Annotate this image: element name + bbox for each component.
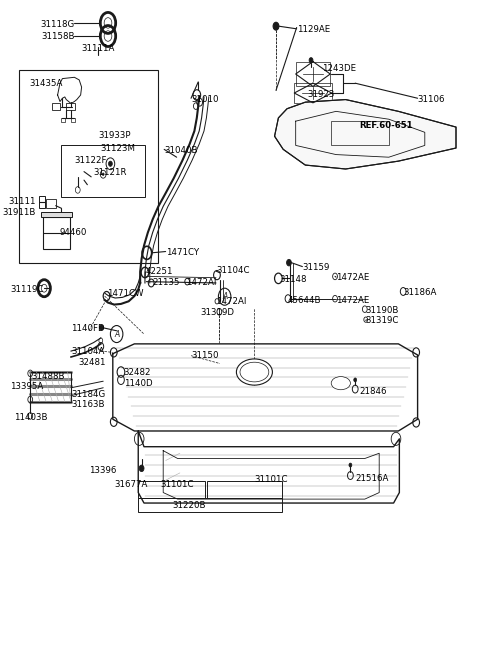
Bar — [66, 103, 75, 110]
Text: A: A — [222, 292, 227, 301]
Bar — [138, 498, 282, 512]
Ellipse shape — [236, 359, 272, 385]
Bar — [331, 121, 389, 145]
Text: 31040B: 31040B — [164, 146, 198, 155]
Ellipse shape — [240, 362, 269, 382]
Bar — [71, 118, 75, 122]
Text: 31101C: 31101C — [161, 480, 194, 489]
Text: 1472AI: 1472AI — [216, 297, 246, 306]
Text: 31118G: 31118G — [40, 20, 74, 29]
Text: 31010: 31010 — [191, 95, 218, 104]
Text: 1140FD: 1140FD — [71, 324, 105, 333]
Text: 32481: 32481 — [78, 358, 106, 367]
Circle shape — [102, 173, 104, 176]
Polygon shape — [138, 431, 399, 503]
Bar — [138, 481, 205, 498]
Text: 45644B: 45644B — [288, 296, 322, 305]
Bar — [61, 118, 65, 122]
Text: 1471CY: 1471CY — [166, 248, 199, 257]
Circle shape — [99, 325, 103, 330]
Text: 31933P: 31933P — [98, 131, 131, 140]
Text: 31319D: 31319D — [201, 308, 235, 317]
Text: 21846: 21846 — [359, 387, 386, 396]
Text: 1140D: 1140D — [124, 379, 153, 388]
Text: 31186A: 31186A — [403, 288, 437, 297]
Circle shape — [273, 22, 279, 30]
Bar — [294, 83, 332, 103]
Text: 1472AI: 1472AI — [186, 278, 216, 287]
Text: 31158B: 31158B — [41, 31, 74, 41]
Text: 31104C: 31104C — [216, 266, 250, 275]
Text: 31435A: 31435A — [30, 79, 63, 88]
Text: A: A — [114, 329, 119, 339]
Text: 21135: 21135 — [153, 278, 180, 287]
Text: 31220B: 31220B — [173, 501, 206, 510]
Text: 31101C: 31101C — [254, 475, 288, 484]
Text: 11403B: 11403B — [14, 413, 48, 422]
Text: 31677A: 31677A — [114, 480, 148, 489]
Text: 1243DE: 1243DE — [322, 64, 356, 73]
Ellipse shape — [331, 377, 350, 390]
Text: 31150: 31150 — [191, 351, 218, 360]
Text: 31911B: 31911B — [2, 208, 36, 217]
Bar — [46, 199, 56, 208]
Text: 31923: 31923 — [307, 90, 335, 99]
Text: REF.60-651: REF.60-651 — [359, 121, 413, 130]
Text: 31122F: 31122F — [74, 156, 107, 165]
Bar — [207, 481, 282, 498]
Text: 31123M: 31123M — [101, 144, 136, 153]
Text: 42251: 42251 — [145, 267, 173, 276]
Text: 21516A: 21516A — [355, 474, 389, 483]
Bar — [39, 196, 45, 208]
Circle shape — [354, 378, 357, 382]
Text: 94460: 94460 — [60, 228, 87, 237]
Text: 1472AE: 1472AE — [336, 296, 370, 305]
Polygon shape — [275, 100, 456, 169]
Text: 13396: 13396 — [89, 466, 116, 475]
Text: 31119C: 31119C — [11, 285, 44, 294]
Circle shape — [309, 58, 313, 63]
Text: 31106: 31106 — [418, 95, 445, 104]
Text: 1471CW: 1471CW — [107, 289, 143, 298]
Bar — [43, 217, 70, 249]
Bar — [52, 103, 60, 110]
Polygon shape — [113, 344, 418, 431]
Bar — [61, 145, 145, 196]
Text: 32482: 32482 — [124, 367, 151, 377]
Text: 31184G: 31184G — [71, 390, 105, 399]
Text: 31148: 31148 — [279, 275, 307, 284]
Text: 31121R: 31121R — [94, 168, 127, 178]
Bar — [296, 62, 330, 86]
Bar — [19, 70, 158, 263]
Text: 31163B: 31163B — [71, 400, 105, 409]
Circle shape — [349, 463, 352, 467]
Text: 31190B: 31190B — [366, 306, 399, 315]
Text: 31488B: 31488B — [31, 372, 65, 381]
Bar — [41, 212, 72, 217]
Text: 31111: 31111 — [9, 196, 36, 206]
Text: 1472AE: 1472AE — [336, 273, 370, 282]
Text: 13395A: 13395A — [10, 382, 43, 391]
Text: 31159: 31159 — [302, 263, 330, 272]
Circle shape — [108, 161, 112, 166]
Text: 1129AE: 1129AE — [297, 25, 330, 34]
Text: 31111A: 31111A — [82, 44, 115, 53]
Text: 31319C: 31319C — [366, 316, 399, 326]
Circle shape — [139, 465, 144, 472]
Text: 31104A: 31104A — [71, 346, 105, 356]
Circle shape — [287, 259, 291, 266]
